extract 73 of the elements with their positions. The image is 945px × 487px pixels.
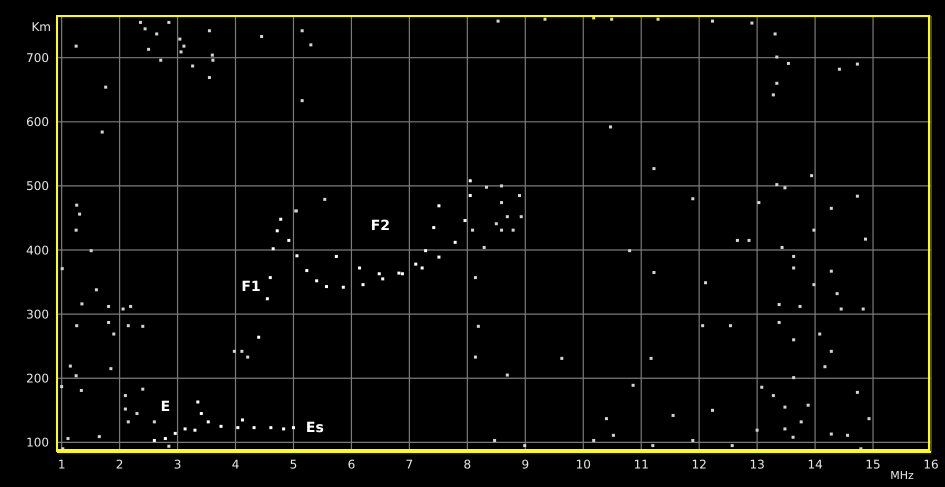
y-tick-label: 600: [26, 115, 49, 130]
y-tick-label: 700: [26, 50, 49, 65]
y-tick-label: 200: [26, 372, 49, 386]
point: [220, 424, 223, 428]
point: [266, 297, 269, 300]
point: [257, 336, 260, 339]
point: [152, 438, 156, 442]
point: [362, 283, 365, 286]
annotation: E: [160, 399, 170, 416]
y-tick-label: 100: [26, 436, 49, 450]
point: [468, 194, 472, 198]
point: [334, 254, 338, 258]
x-tick-label: 1: [58, 458, 66, 472]
x-tick-label: 10: [576, 458, 591, 472]
point: [414, 262, 418, 266]
x-tick-label: 6: [348, 458, 356, 472]
point: [424, 249, 428, 252]
point: [325, 285, 328, 288]
annotation: F2: [370, 218, 390, 234]
x-tick-label: 9: [521, 458, 530, 472]
annotation: F1: [241, 279, 261, 296]
point: [269, 426, 272, 430]
point: [200, 412, 203, 416]
point: [276, 229, 279, 232]
point: [381, 277, 384, 280]
x-tick-label: 3: [174, 458, 182, 472]
point: [272, 247, 275, 250]
x-tick-label: 4: [232, 458, 240, 472]
x-tick-label: 16: [923, 458, 939, 472]
y-tick-label: 400: [26, 243, 49, 258]
x-tick-label: 11: [634, 458, 649, 472]
point: [400, 272, 404, 276]
point: [295, 254, 298, 258]
point: [397, 272, 400, 275]
x-tick-label: 15: [865, 458, 881, 472]
point: [252, 426, 256, 430]
point: [437, 204, 440, 208]
point: [420, 266, 424, 270]
point: [282, 427, 286, 430]
point: [358, 266, 362, 270]
x-tick-label: 2: [116, 458, 124, 472]
y-tick-label: 300: [26, 307, 49, 322]
point: [184, 427, 187, 430]
point: [193, 428, 196, 432]
point: [268, 276, 272, 280]
point: [432, 226, 436, 230]
point: [292, 426, 295, 430]
point: [236, 426, 240, 430]
point: [315, 279, 318, 282]
point: [305, 269, 308, 272]
x-tick-label: 14: [807, 458, 823, 472]
point: [287, 238, 290, 242]
annotation: Es: [306, 420, 324, 436]
point: [164, 437, 167, 440]
point: [468, 179, 472, 182]
point: [279, 218, 282, 221]
x-tick-label: 7: [406, 458, 414, 472]
point: [454, 240, 457, 244]
point: [437, 256, 440, 259]
point: [206, 420, 210, 424]
y-axis-title: Km: [31, 20, 51, 34]
x-tick-label: 12: [692, 458, 707, 472]
x-tick-label: 8: [464, 458, 472, 472]
x-tick-label: 5: [290, 458, 298, 472]
x-tick-label: 13: [749, 458, 765, 472]
point: [196, 400, 200, 404]
point: [174, 432, 177, 435]
x-axis-title: MHz: [890, 469, 914, 482]
point: [240, 418, 244, 422]
point: [342, 286, 345, 289]
point: [464, 219, 467, 222]
point: [378, 272, 381, 276]
y-tick-label: 500: [26, 179, 49, 194]
